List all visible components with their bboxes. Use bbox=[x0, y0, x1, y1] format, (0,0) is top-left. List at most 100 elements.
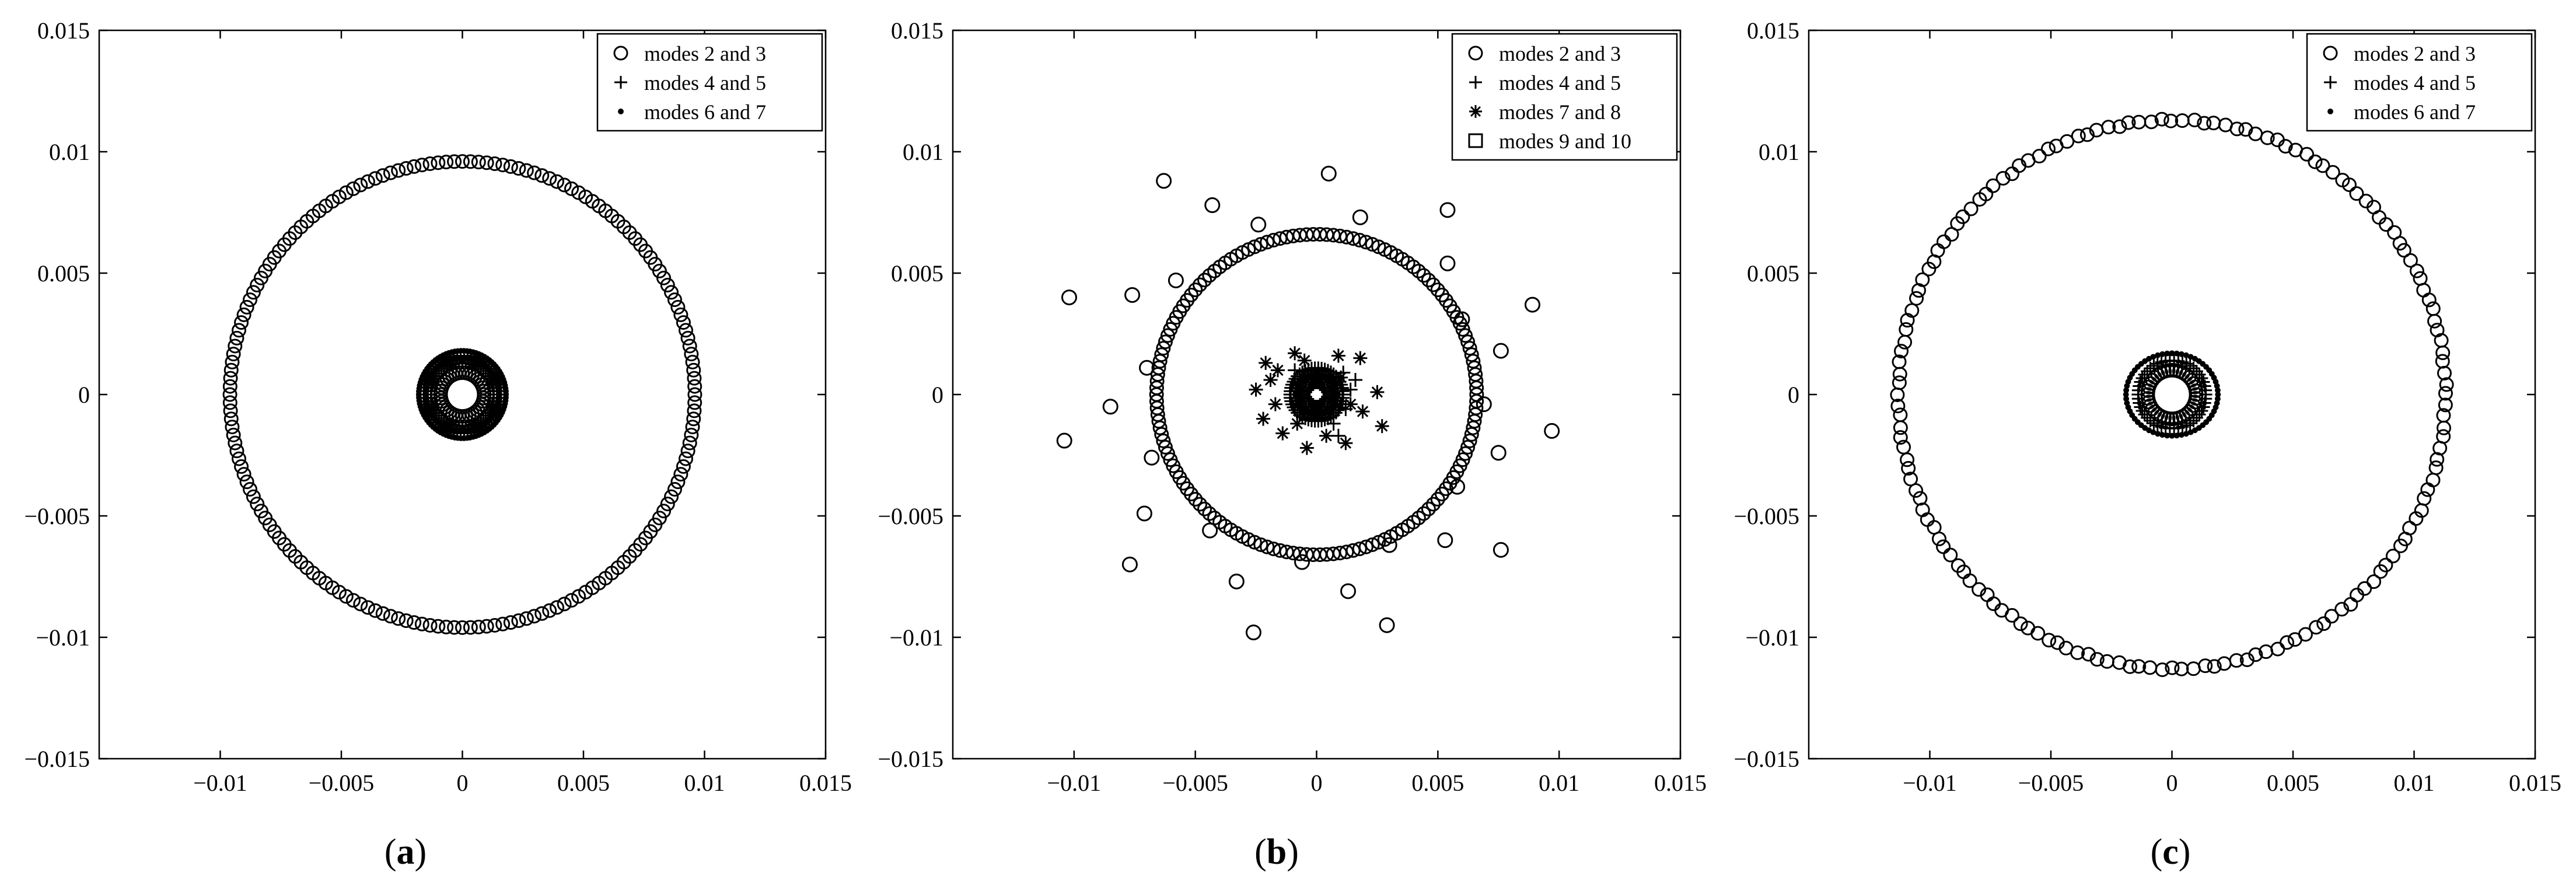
circle-marker bbox=[407, 615, 422, 630]
circle-marker bbox=[2155, 662, 2170, 678]
asterisk-marker bbox=[1270, 363, 1285, 378]
y-tick-label: −0.005 bbox=[24, 503, 90, 529]
circle-marker bbox=[1253, 237, 1268, 252]
circle-marker bbox=[236, 467, 251, 482]
circle-marker bbox=[682, 435, 697, 451]
dot-marker bbox=[2123, 392, 2129, 397]
circle-marker bbox=[578, 189, 593, 204]
dot-marker bbox=[2173, 350, 2180, 357]
circle-marker bbox=[1900, 452, 1915, 467]
circle-marker bbox=[487, 156, 502, 172]
circle-marker bbox=[2403, 253, 2418, 268]
circle-marker bbox=[2248, 647, 2263, 662]
dot-marker bbox=[495, 394, 502, 400]
circle-marker bbox=[1320, 165, 1337, 182]
circle-marker bbox=[471, 155, 486, 170]
dot-marker bbox=[2178, 351, 2184, 357]
series-modes-4-and-5 bbox=[2131, 354, 2213, 435]
dot-marker bbox=[2191, 355, 2198, 362]
legend-box bbox=[1451, 33, 1678, 161]
asterisk-marker bbox=[1288, 346, 1302, 361]
x-tick-label: −0.005 bbox=[1162, 770, 1228, 796]
caption-letter: a bbox=[397, 832, 415, 872]
circle-marker bbox=[1197, 273, 1212, 288]
circle-marker bbox=[243, 481, 258, 497]
circle-marker bbox=[1439, 202, 1456, 218]
circle-marker bbox=[1416, 506, 1431, 521]
x-tick-label: −0.01 bbox=[193, 770, 247, 796]
chart-panel-a: −0.01 −0.005 0 0.005 0.01 0.015 −0.015 −0.01 −0.… bbox=[24, 18, 852, 872]
dot-marker bbox=[2124, 383, 2130, 389]
y-tick-label: 0 bbox=[1788, 382, 1799, 408]
circle-marker bbox=[2089, 652, 2105, 667]
caption-open-paren: ( bbox=[385, 832, 397, 872]
circle-marker bbox=[1927, 254, 1942, 269]
circle-marker bbox=[1158, 439, 1173, 455]
circle-marker bbox=[1425, 277, 1441, 292]
circle-marker bbox=[1266, 233, 1281, 248]
plus-marker bbox=[2141, 411, 2154, 424]
caption-close-paren: ) bbox=[1287, 832, 1299, 872]
circle-marker bbox=[2079, 127, 2095, 142]
panel-caption: (c) bbox=[2151, 832, 2191, 872]
circle-marker bbox=[399, 613, 414, 628]
y-tick-label: 0.01 bbox=[1759, 139, 1799, 165]
circle-marker bbox=[2207, 659, 2222, 674]
circle-marker bbox=[1056, 432, 1072, 449]
circle-marker bbox=[1476, 396, 1492, 413]
circle-marker bbox=[1893, 420, 1908, 435]
circle-marker bbox=[519, 611, 534, 626]
circle-marker bbox=[1421, 273, 1436, 288]
circle-marker bbox=[258, 263, 273, 278]
asterisk-marker bbox=[1319, 428, 1334, 443]
circle-marker bbox=[2288, 142, 2303, 158]
circle-marker bbox=[246, 285, 261, 300]
circle-marker bbox=[495, 616, 511, 631]
dot-marker bbox=[2123, 387, 2130, 393]
circle-marker bbox=[391, 163, 406, 178]
circle-marker bbox=[1449, 479, 1466, 495]
circle-marker bbox=[422, 617, 438, 633]
circle-marker bbox=[1358, 539, 1373, 554]
x-tick-label: −0.01 bbox=[1047, 770, 1102, 796]
circle-marker bbox=[1247, 535, 1262, 550]
circle-marker bbox=[1900, 313, 1915, 328]
circle-marker bbox=[564, 181, 579, 196]
circle-marker bbox=[1352, 209, 1368, 225]
circle-marker bbox=[2238, 122, 2253, 137]
circle-marker bbox=[2357, 581, 2372, 596]
y-tick-label: −0.01 bbox=[1745, 624, 1799, 651]
series-modes-2-and-3 bbox=[222, 154, 702, 635]
circle-marker bbox=[232, 323, 247, 338]
circle-marker bbox=[1136, 505, 1152, 522]
circle-marker bbox=[673, 467, 688, 482]
legend-asterisk-marker bbox=[1469, 105, 1482, 118]
circle-marker bbox=[439, 619, 454, 634]
asterisk-marker bbox=[1338, 436, 1353, 451]
circle-marker bbox=[471, 619, 486, 634]
plus-marker bbox=[1288, 363, 1302, 378]
circle-marker bbox=[667, 292, 682, 308]
circle-marker bbox=[527, 609, 542, 624]
circle-marker bbox=[1352, 233, 1367, 248]
dot-marker bbox=[2214, 387, 2221, 393]
circle-marker bbox=[226, 427, 241, 442]
y-tick-label: 0.015 bbox=[1747, 18, 1799, 44]
caption-letter: b bbox=[1267, 832, 1287, 872]
circle-marker bbox=[1903, 472, 1918, 487]
circle-marker bbox=[1462, 341, 1477, 356]
circle-marker bbox=[1893, 430, 1908, 445]
circle-marker bbox=[557, 177, 572, 193]
circle-marker bbox=[2131, 114, 2147, 130]
circle-marker bbox=[1416, 268, 1431, 283]
circle-marker bbox=[2335, 173, 2350, 188]
circle-marker bbox=[2184, 373, 2199, 388]
circle-marker bbox=[1381, 537, 1397, 553]
circle-marker bbox=[511, 161, 526, 176]
circle-marker bbox=[2409, 263, 2424, 278]
dot-marker bbox=[2169, 350, 2175, 357]
circle-marker bbox=[1469, 393, 1484, 409]
circle-marker bbox=[1279, 229, 1294, 245]
circle-marker bbox=[687, 371, 702, 386]
circle-marker bbox=[550, 600, 565, 615]
